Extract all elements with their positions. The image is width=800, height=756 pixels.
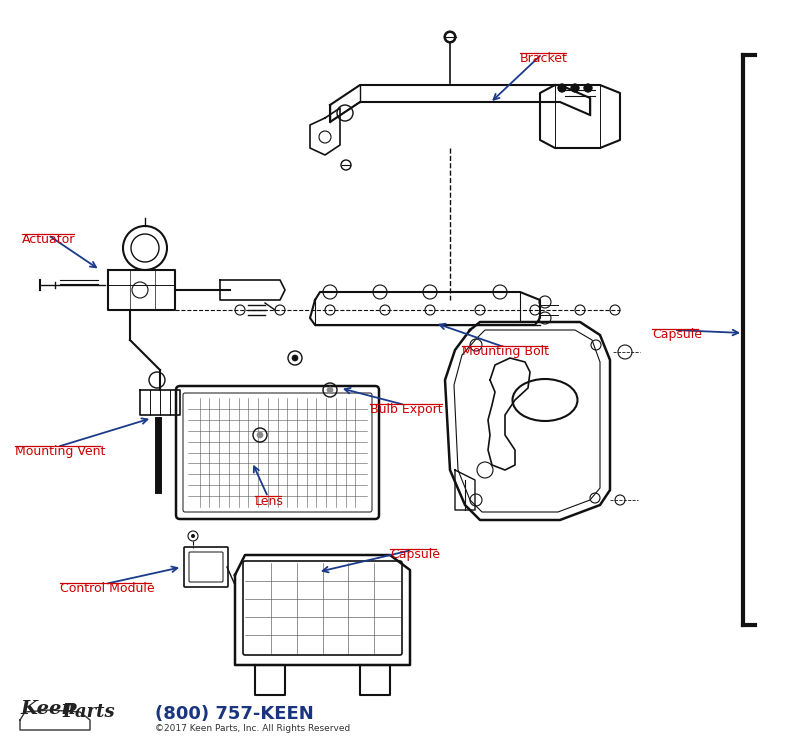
Circle shape: [444, 31, 456, 43]
Circle shape: [191, 534, 195, 538]
Text: Actuator: Actuator: [22, 233, 75, 246]
Circle shape: [292, 355, 298, 361]
Text: ©2017 Keen Parts, Inc. All Rights Reserved: ©2017 Keen Parts, Inc. All Rights Reserv…: [155, 724, 350, 733]
Circle shape: [327, 387, 333, 393]
Text: Keen: Keen: [20, 700, 75, 718]
Text: Bracket: Bracket: [520, 52, 568, 65]
Text: Lens: Lens: [255, 495, 284, 508]
Text: Parts: Parts: [62, 703, 114, 721]
Text: Capsule: Capsule: [390, 548, 440, 561]
Circle shape: [257, 432, 263, 438]
Text: Capsule: Capsule: [652, 328, 702, 341]
Text: Bulb Export: Bulb Export: [370, 403, 442, 416]
Text: Control Module: Control Module: [60, 582, 154, 595]
Text: Mounting Bolt: Mounting Bolt: [462, 345, 549, 358]
Text: Mounting Vent: Mounting Vent: [15, 445, 106, 458]
Circle shape: [571, 84, 579, 92]
Text: (800) 757-KEEN: (800) 757-KEEN: [155, 705, 314, 723]
Circle shape: [584, 84, 592, 92]
Circle shape: [446, 33, 454, 41]
Circle shape: [558, 84, 566, 92]
